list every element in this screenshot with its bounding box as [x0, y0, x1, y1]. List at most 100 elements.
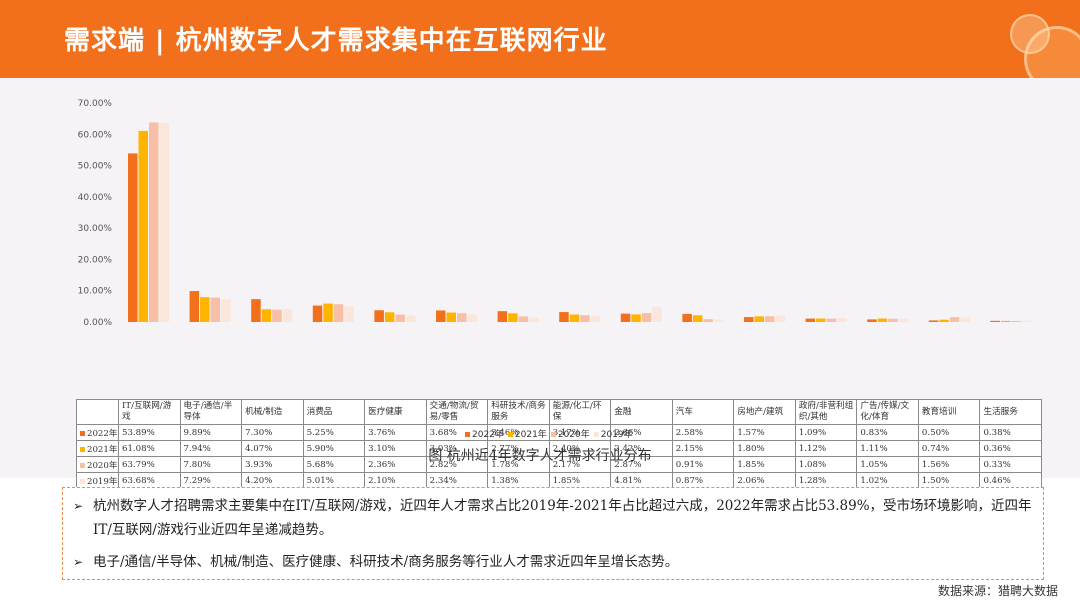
bar: [344, 306, 354, 322]
bar: [333, 304, 344, 322]
legend-label: 2020年: [557, 430, 590, 440]
y-tick-label: 50.00%: [78, 162, 113, 172]
data-label: 9.89%: [179, 424, 243, 441]
bar: [754, 316, 764, 322]
bar: [446, 312, 456, 322]
page-title: 需求端 | 杭州数字人才需求集中在互联网行业: [64, 26, 608, 56]
bar: [128, 153, 138, 322]
bar: [457, 313, 467, 322]
category-label: 医疗健康: [364, 399, 427, 425]
y-tick-label: 10.00%: [78, 287, 113, 297]
legend-swatch: [550, 432, 556, 437]
bar: [210, 297, 221, 322]
bar: [580, 315, 590, 322]
bar: [508, 313, 518, 322]
bar: [641, 313, 652, 322]
data-source: 数据来源：猎聘大数据: [937, 584, 1058, 598]
category-label: 教育培训: [917, 399, 981, 425]
data-label: 3.76%: [364, 424, 427, 441]
decorative-circle-small: [1010, 14, 1050, 54]
y-tick-label: 60.00%: [78, 130, 113, 140]
bar: [189, 291, 200, 322]
bar: [529, 317, 539, 322]
data-label: 5.25%: [302, 424, 366, 441]
note-item: ➢ 杭州数字人才招聘需求主要集中在IT/互联网/游戏，近四年人才需求占比2019…: [73, 494, 1038, 542]
category-label: 金融: [610, 399, 673, 425]
legend-swatch: [465, 432, 470, 437]
bar: [497, 311, 508, 322]
data-label: 0.83%: [856, 424, 919, 441]
bar: [631, 314, 641, 322]
legend-item: 2021年: [507, 427, 547, 440]
bar: [149, 122, 159, 322]
legend-label: 2022年: [472, 430, 504, 440]
bar: [138, 130, 148, 322]
bar: [805, 318, 816, 322]
bar: [159, 122, 169, 322]
chart-caption: 图 杭州近4年数字人才需求行业分布: [428, 448, 652, 464]
legend-swatch: [507, 432, 513, 437]
legend-label: 2021年: [514, 430, 547, 440]
category-label: 生活服务: [979, 399, 1042, 425]
data-label: 0.50%: [917, 424, 981, 441]
bar: [837, 317, 847, 322]
category-label: 能源/化工/环保: [548, 399, 612, 425]
bar: [559, 312, 569, 322]
bar: [826, 318, 837, 322]
category-label: 机械/制造: [241, 399, 304, 425]
series-swatch: [80, 462, 85, 468]
notes-box: ➢ 杭州数字人才招聘需求主要集中在IT/互联网/游戏，近四年人才需求占比2019…: [62, 487, 1044, 580]
series-swatch: [80, 446, 85, 452]
bar: [867, 319, 877, 322]
bar: [272, 309, 282, 322]
y-tick-label: 20.00%: [78, 255, 113, 265]
arrow-bullet-icon: ➢: [73, 499, 84, 513]
data-label: 0.38%: [979, 424, 1042, 441]
bar-chart: 0.00% 10.00% 20.00% 30.00% 40.00% 50.00% 60.00…: [78, 99, 1032, 328]
header-banner: 需求端 | 杭州数字人才需求集中在互联网行业: [0, 0, 1080, 78]
note-text: 电子/通信/半导体、机械/制造、医疗健康、科研技术/商务服务等行业人才需求近四年…: [93, 554, 679, 570]
category-label: 消费品: [302, 399, 366, 425]
legend-swatch: [593, 432, 599, 437]
data-label: 7.30%: [241, 424, 304, 441]
data-label: 2.58%: [671, 424, 735, 441]
bar: [200, 297, 210, 322]
bar: [877, 318, 888, 322]
bar: [898, 318, 909, 322]
bar: [888, 318, 898, 322]
bar: [990, 320, 1000, 322]
note-text: 杭州数字人才招聘需求主要集中在IT/互联网/游戏，近四年人才需求占比2019年-…: [93, 498, 1032, 538]
bar: [775, 315, 785, 322]
bar: [692, 315, 703, 322]
y-tick-label: 30.00%: [78, 224, 113, 234]
bar: [1021, 320, 1032, 322]
bar: [384, 312, 395, 322]
category-label: 政府/非营利组织/其他: [794, 399, 858, 425]
category-label: 汽车: [671, 399, 735, 425]
bar: [590, 316, 601, 322]
bar: [569, 314, 580, 322]
bar: [221, 299, 231, 322]
bar: [765, 316, 775, 322]
category-label: 广告/传媒/文化/体育: [856, 399, 919, 425]
bar: [261, 309, 272, 322]
category-label: IT/互联网/游戏: [118, 399, 181, 425]
bar: [652, 306, 662, 322]
bar: [960, 317, 970, 322]
bar: [374, 310, 384, 322]
y-tick-label: 70.00%: [78, 99, 113, 109]
y-tick-label: 0.00%: [83, 318, 112, 328]
category-label: 科研技术/商务服务: [487, 399, 550, 425]
table-corner-cell: [76, 399, 119, 425]
bar: [436, 310, 446, 322]
category-label: 房地产/建筑: [733, 399, 796, 425]
bar: [928, 320, 939, 322]
chart-area: 0.00% 10.00% 20.00% 30.00% 40.00% 50.00% 60.00…: [0, 78, 1080, 489]
bar: [713, 319, 724, 322]
bar: [620, 313, 631, 322]
y-tick-label: 40.00%: [78, 193, 113, 203]
series-swatch: [80, 478, 85, 484]
bar: [949, 317, 960, 322]
category-label: 电子/通信/半导体: [179, 399, 243, 425]
series-label: 2022年: [76, 424, 119, 441]
